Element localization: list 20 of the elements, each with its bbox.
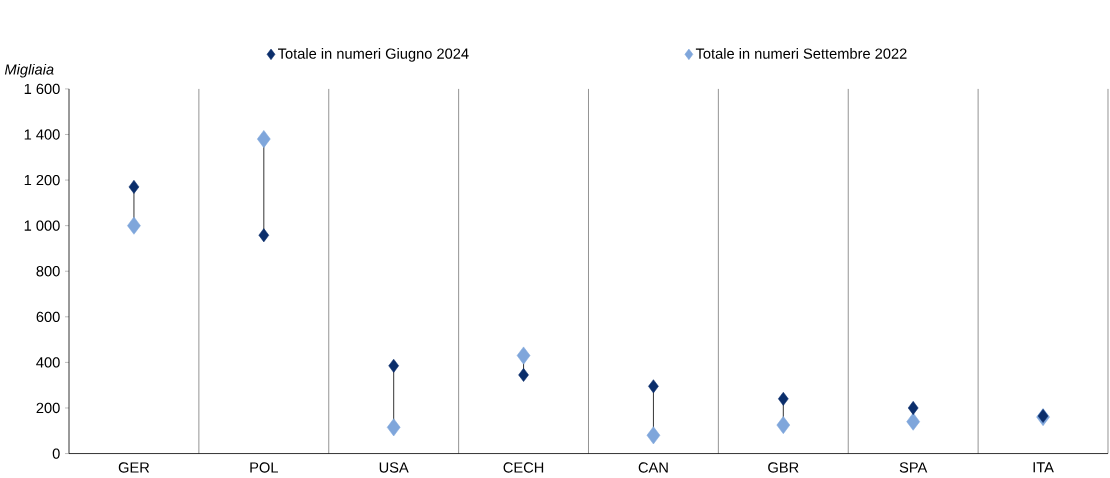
- x-tick-label: USA: [379, 462, 409, 473]
- x-tick-label: GER: [118, 462, 150, 473]
- x-tick-label: CAN: [638, 462, 668, 473]
- x-tick-label: ITA: [1033, 462, 1054, 473]
- y-tick-label: 1 400: [24, 129, 60, 140]
- y-axis-title: Migliaia: [4, 64, 54, 78]
- x-tick-label: GBR: [768, 462, 799, 473]
- x-tick-label: CECH: [503, 462, 544, 473]
- y-tick-label: 400: [36, 357, 60, 368]
- y-tick-label: 1 600: [24, 83, 60, 95]
- x-tick-label: POL: [250, 462, 278, 473]
- y-tick-label: 600: [36, 311, 60, 323]
- x-tick-label: SPA: [899, 462, 928, 473]
- legend-label: Totale in numeri Settembre 2022: [695, 48, 907, 60]
- y-tick-label: 0: [52, 448, 60, 459]
- y-tick-label: 800: [36, 266, 60, 277]
- legend-label: Totale in numeri Giugno 2024: [278, 48, 469, 62]
- y-tick-label: 1 200: [24, 175, 60, 186]
- y-tick-label: 200: [36, 403, 60, 414]
- y-tick-label: 1 000: [24, 220, 60, 232]
